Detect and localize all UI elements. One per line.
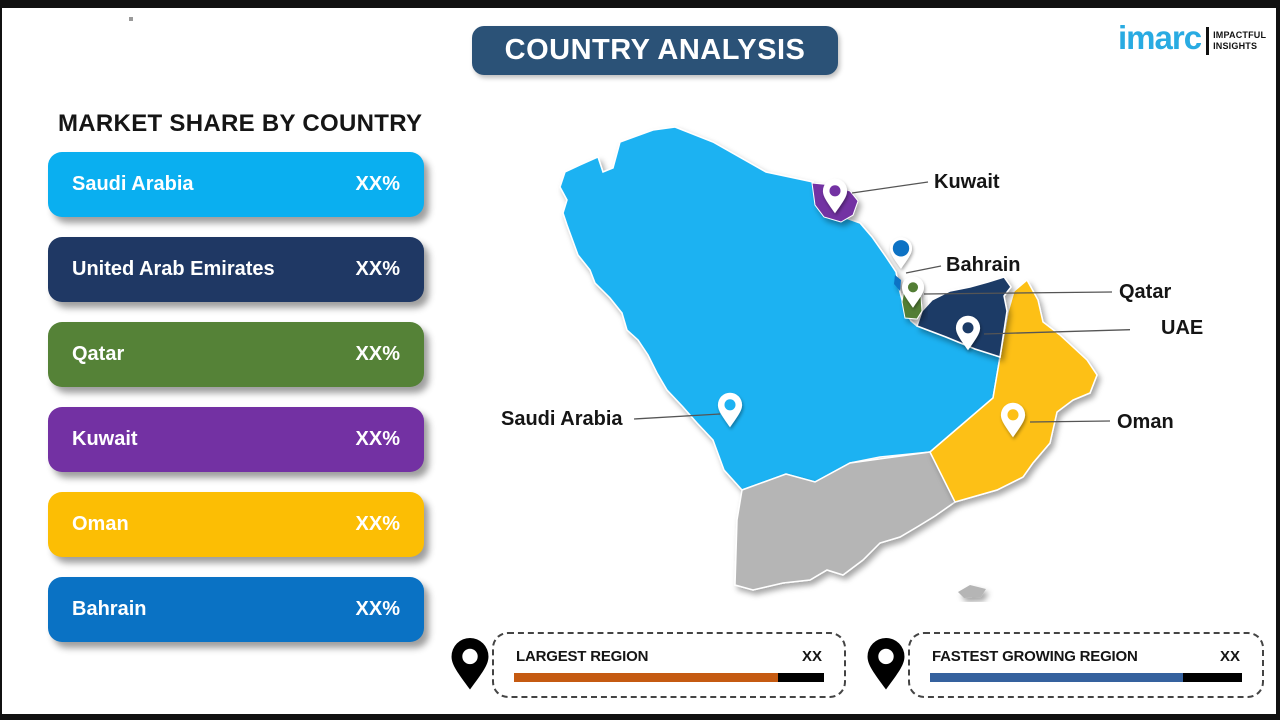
bar-saudi-arabia: Saudi Arabia XX%	[48, 152, 424, 217]
bar-value: XX%	[355, 513, 400, 535]
bar-value: XX%	[355, 173, 400, 195]
pin-qatar	[901, 276, 925, 308]
logo-divider	[1206, 27, 1210, 55]
bar-qatar: Qatar XX%	[48, 322, 424, 387]
pin-oman	[1000, 402, 1026, 438]
map-label-kuwait: Kuwait	[934, 171, 1000, 193]
pin-saudi-arabia	[717, 392, 743, 428]
legend-value: XX	[1219, 648, 1240, 665]
connector-oman	[1029, 420, 1111, 423]
market-share-heading: MARKET SHARE BY COUNTRY	[58, 110, 423, 137]
bar-oman: Oman XX%	[48, 492, 424, 557]
connector-uae	[983, 328, 1154, 335]
frame-border-right	[1276, 0, 1280, 720]
bar-value: XX%	[355, 343, 400, 365]
bar-uae: United Arab Emirates XX%	[48, 237, 424, 302]
legend-meter	[930, 673, 1242, 682]
artifact-speck	[129, 17, 133, 21]
map-label-qatar: Qatar	[1119, 281, 1172, 303]
legend-meter	[514, 673, 824, 682]
connector-saudi	[633, 413, 721, 420]
bar-value: XX%	[355, 598, 400, 620]
frame-border-left	[0, 0, 2, 720]
map-label-bahrain: Bahrain	[946, 254, 1021, 276]
logo-tagline: IMPACTFUL INSIGHTS	[1213, 30, 1267, 51]
frame-border-top	[0, 0, 1280, 8]
map-island	[958, 585, 986, 598]
bar-label: Saudi Arabia	[72, 173, 194, 195]
bar-bahrain: Bahrain XX%	[48, 577, 424, 642]
legend-fastest-growing-region: FASTEST GROWING REGION XX	[908, 632, 1264, 698]
location-pin-icon	[451, 638, 489, 690]
bar-label: Bahrain	[72, 598, 147, 620]
legend-label: LARGEST REGION	[516, 648, 649, 665]
page-title-banner: COUNTRY ANALYSIS	[472, 26, 838, 75]
imarc-logo: imarc IMPACTFUL INSIGHTS	[1118, 20, 1266, 56]
bar-kuwait: Kuwait XX%	[48, 407, 424, 472]
legend-largest-region: LARGEST REGION XX	[492, 632, 846, 698]
legend-label: FASTEST GROWING REGION	[932, 648, 1138, 665]
page-title: COUNTRY ANALYSIS	[504, 34, 806, 66]
bar-label: Qatar	[72, 343, 125, 365]
map-label-uae: UAE	[1161, 317, 1204, 339]
connector-qatar	[923, 291, 1113, 295]
pin-kuwait	[822, 178, 848, 214]
location-pin-icon	[867, 638, 905, 690]
frame-border-bottom	[0, 714, 1280, 720]
pin-bahrain	[889, 237, 913, 269]
bar-value: XX%	[355, 258, 400, 280]
bar-label: Kuwait	[72, 428, 138, 450]
bar-value: XX%	[355, 428, 400, 450]
map-region-yemen	[734, 451, 956, 591]
map-region-bahrain-island	[894, 275, 901, 291]
map-region-saudi-arabia	[559, 126, 1001, 491]
bar-label: United Arab Emirates	[72, 258, 275, 280]
legend-value: XX	[801, 648, 822, 665]
imarc-logo-wordmark: imarc	[1118, 19, 1202, 56]
connector-bahrain	[905, 265, 942, 274]
pin-uae	[955, 315, 981, 351]
map-label-oman: Oman	[1117, 411, 1174, 433]
arabian-peninsula-map	[470, 110, 1154, 625]
bar-label: Oman	[72, 513, 129, 535]
map-label-saudi-arabia: Saudi Arabia	[501, 408, 623, 430]
connector-kuwait	[851, 181, 929, 194]
